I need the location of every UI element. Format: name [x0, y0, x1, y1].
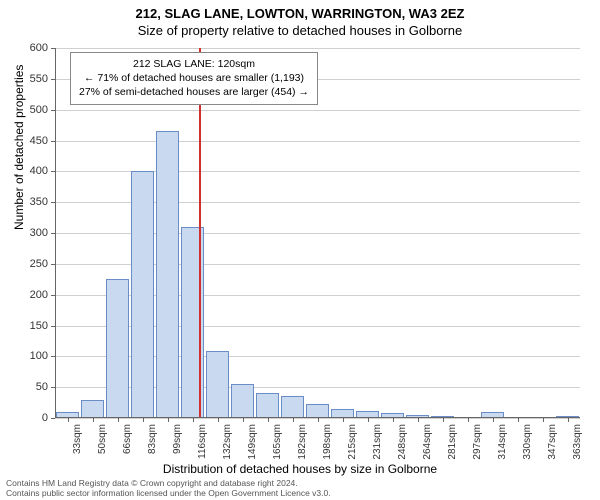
x-axis	[55, 417, 580, 418]
y-tick-label: 0	[18, 412, 48, 424]
annotation-line: 212 SLAG LANE: 120sqm	[79, 57, 309, 71]
title-address: 212, SLAG LANE, LOWTON, WARRINGTON, WA3 …	[0, 0, 600, 21]
x-tick-label: 149sqm	[247, 424, 258, 460]
gridline	[55, 141, 580, 142]
x-tick-mark	[343, 418, 344, 422]
x-tick-mark	[443, 418, 444, 422]
y-tick-label: 400	[18, 165, 48, 177]
footer-attribution: Contains HM Land Registry data © Crown c…	[6, 478, 331, 498]
x-tick-mark	[393, 418, 394, 422]
histogram-bar	[131, 171, 154, 418]
x-tick-mark	[143, 418, 144, 422]
x-tick-mark	[518, 418, 519, 422]
x-tick-label: 182sqm	[297, 424, 308, 460]
x-tick-label: 132sqm	[222, 424, 233, 460]
y-tick-label: 200	[18, 289, 48, 301]
x-tick-mark	[243, 418, 244, 422]
x-tick-label: 281sqm	[447, 424, 458, 460]
histogram-bar	[156, 131, 179, 418]
x-tick-mark	[193, 418, 194, 422]
footer-line2: Contains public sector information licen…	[6, 488, 331, 498]
x-tick-label: 314sqm	[497, 424, 508, 460]
x-tick-label: 330sqm	[522, 424, 533, 460]
x-tick-label: 33sqm	[72, 424, 83, 454]
y-tick-label: 500	[18, 104, 48, 116]
y-tick-label: 300	[18, 227, 48, 239]
x-tick-mark	[418, 418, 419, 422]
x-tick-label: 99sqm	[172, 424, 183, 454]
y-tick-label: 450	[18, 135, 48, 147]
histogram-bar	[231, 384, 254, 418]
x-tick-label: 198sqm	[322, 424, 333, 460]
histogram-bar	[281, 396, 304, 418]
x-tick-label: 116sqm	[197, 424, 208, 459]
x-tick-label: 50sqm	[97, 424, 108, 454]
x-tick-label: 215sqm	[347, 424, 358, 460]
x-tick-label: 248sqm	[397, 424, 408, 460]
x-tick-label: 264sqm	[422, 424, 433, 460]
histogram-bar	[256, 393, 279, 418]
x-tick-mark	[493, 418, 494, 422]
y-axis	[55, 48, 56, 418]
x-tick-mark	[368, 418, 369, 422]
y-tick-label: 550	[18, 73, 48, 85]
x-tick-mark	[293, 418, 294, 422]
y-tick-label: 600	[18, 42, 48, 54]
annotation-box: 212 SLAG LANE: 120sqm← 71% of detached h…	[70, 52, 318, 105]
x-tick-label: 297sqm	[472, 424, 483, 460]
gridline	[55, 110, 580, 111]
annotation-line: 27% of semi-detached houses are larger (…	[79, 85, 309, 99]
y-tick-label: 350	[18, 196, 48, 208]
y-tick-label: 50	[18, 381, 48, 393]
annotation-line: ← 71% of detached houses are smaller (1,…	[79, 71, 309, 85]
x-tick-mark	[568, 418, 569, 422]
y-tick-mark	[51, 418, 55, 419]
footer-line1: Contains HM Land Registry data © Crown c…	[6, 478, 331, 488]
x-tick-label: 165sqm	[272, 424, 283, 460]
chart-container: 212, SLAG LANE, LOWTON, WARRINGTON, WA3 …	[0, 0, 600, 500]
histogram-bar	[206, 351, 229, 418]
x-tick-mark	[468, 418, 469, 422]
x-tick-mark	[168, 418, 169, 422]
x-tick-mark	[218, 418, 219, 422]
x-tick-label: 363sqm	[572, 424, 583, 460]
gridline	[55, 48, 580, 49]
y-tick-label: 150	[18, 320, 48, 332]
x-tick-label: 66sqm	[122, 424, 133, 454]
histogram-bar	[306, 404, 329, 418]
x-tick-label: 347sqm	[547, 424, 558, 460]
y-tick-label: 250	[18, 258, 48, 270]
x-tick-mark	[268, 418, 269, 422]
x-tick-mark	[68, 418, 69, 422]
x-tick-label: 83sqm	[147, 424, 158, 454]
y-tick-label: 100	[18, 350, 48, 362]
x-axis-label: Distribution of detached houses by size …	[0, 462, 600, 476]
x-tick-mark	[543, 418, 544, 422]
title-subtitle: Size of property relative to detached ho…	[0, 21, 600, 38]
x-tick-mark	[93, 418, 94, 422]
x-tick-mark	[118, 418, 119, 422]
histogram-bar	[81, 400, 104, 419]
histogram-bar	[106, 279, 129, 418]
x-tick-label: 231sqm	[372, 424, 383, 460]
x-tick-mark	[318, 418, 319, 422]
